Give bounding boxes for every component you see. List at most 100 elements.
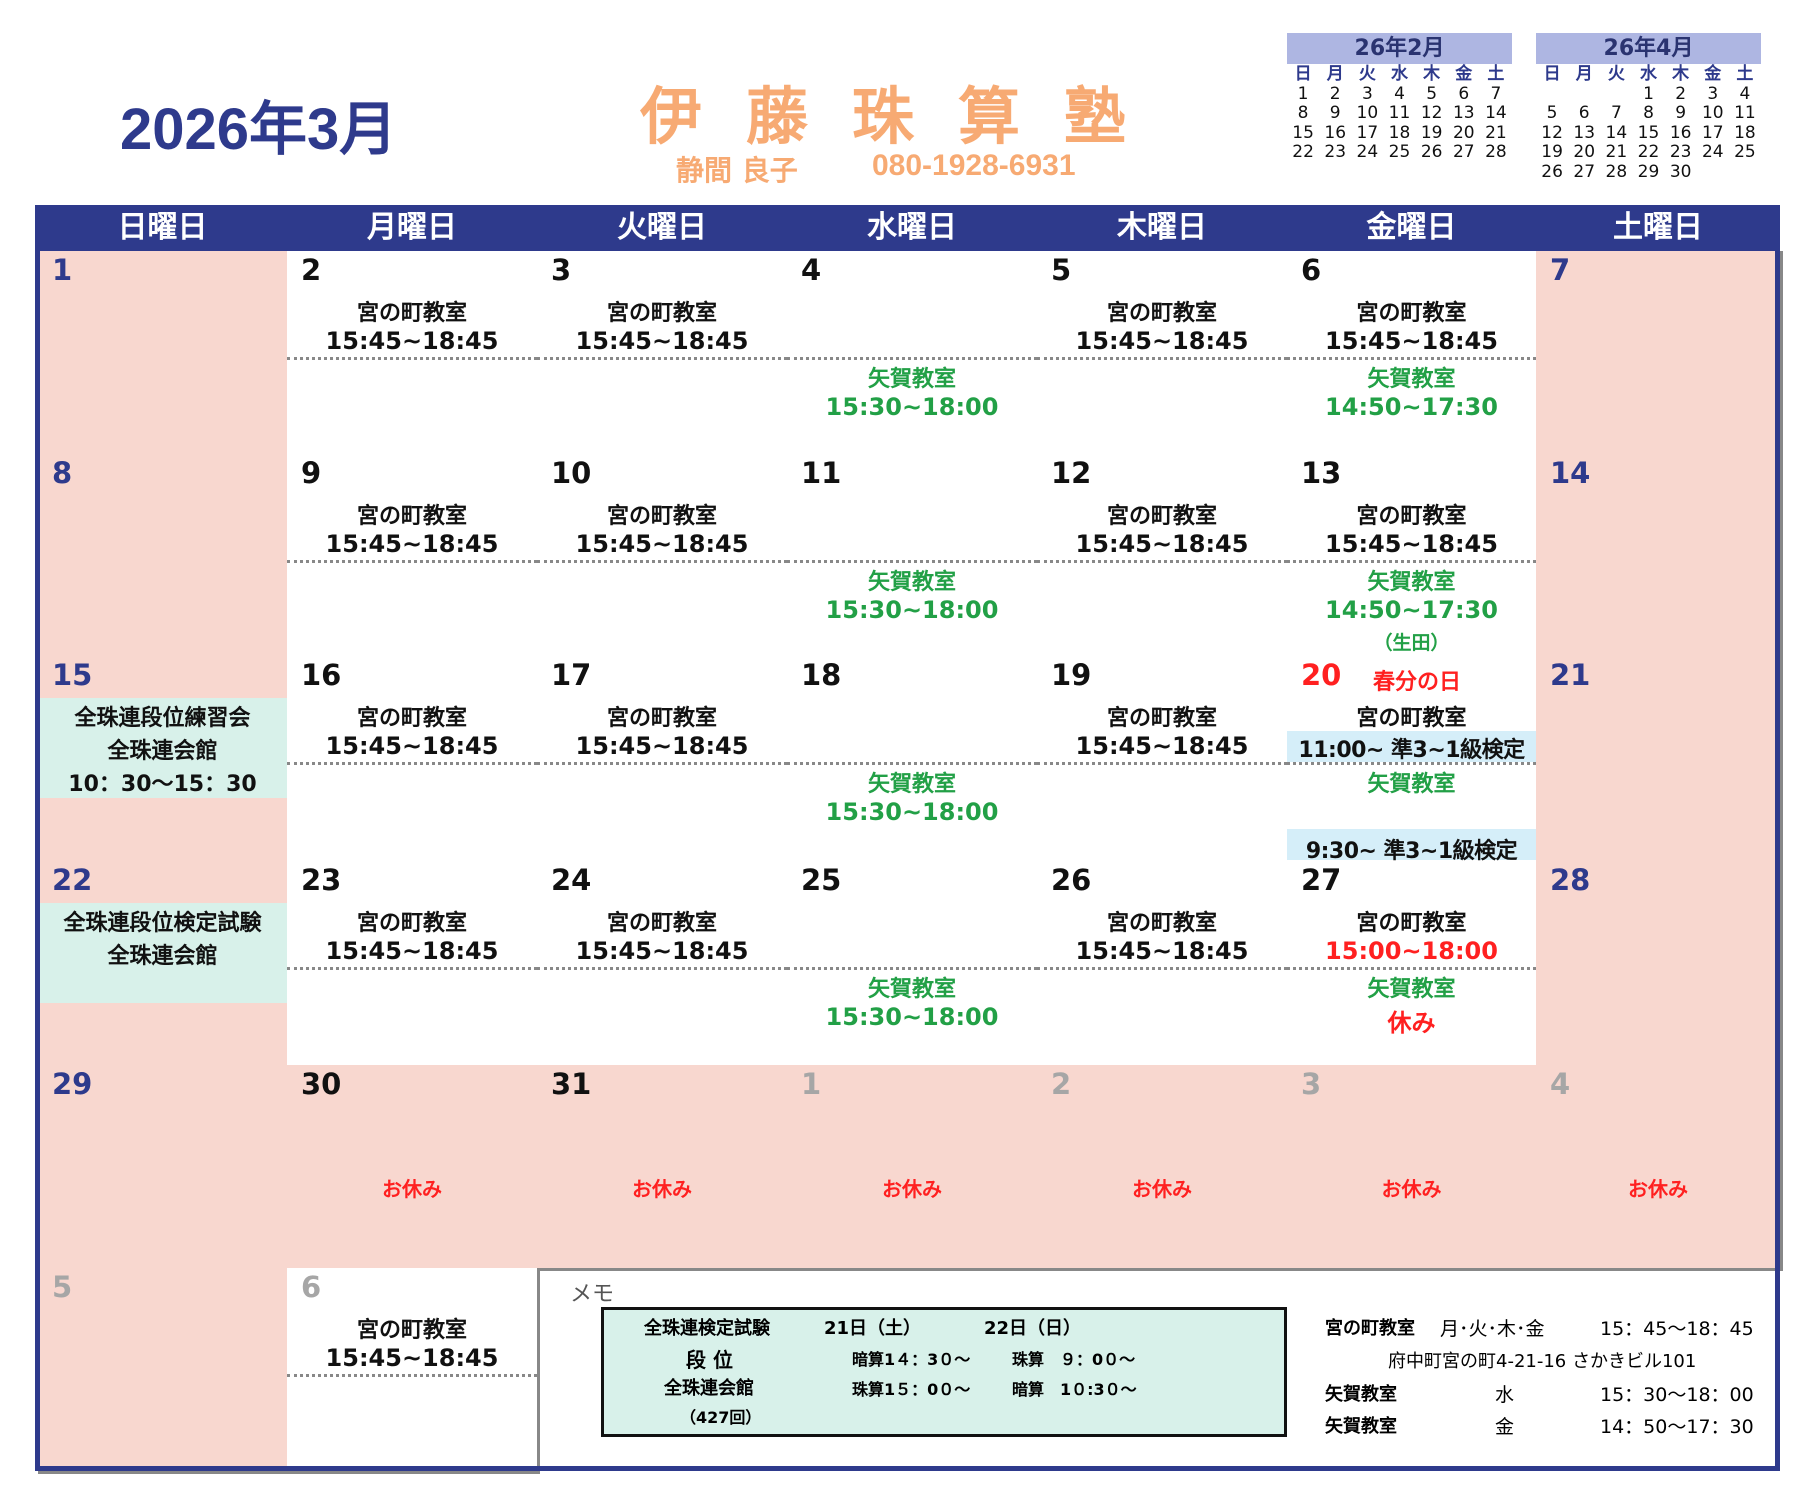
- day-cell[interactable]: 27 宮の町教室 15:00~18:00 矢賀教室 休み: [1287, 861, 1539, 1068]
- day-cell[interactable]: 30 お休み: [287, 1065, 540, 1271]
- day-cell[interactable]: 13 宮の町教室 15:45~18:45 矢賀教室 14:50~17:30 （生田）: [1287, 454, 1539, 659]
- day-cell[interactable]: 1: [38, 251, 290, 457]
- schedule-text: 9:30~ 準3~1級検定: [1305, 839, 1518, 864]
- mini-day: 13: [1452, 103, 1475, 124]
- day-number: 9: [301, 456, 322, 490]
- weekday-label: 金曜日: [1366, 210, 1457, 245]
- schedule-text: 宮の町教室: [606, 706, 717, 731]
- exam-day2: 22日（日）: [984, 1318, 1082, 1339]
- day-cell[interactable]: 28: [1536, 861, 1783, 1068]
- mini-day: 12: [1541, 122, 1563, 143]
- mini-day: 2: [1329, 83, 1341, 104]
- exam-day1-time-b: 珠算1５：0０〜: [852, 1380, 971, 1399]
- day-cell[interactable]: 29: [38, 1065, 290, 1271]
- day-number: 26: [1051, 863, 1092, 897]
- holiday-name: 春分の日: [1373, 670, 1462, 695]
- schedule-text: 宮の町教室: [356, 911, 467, 936]
- mini-day: 30: [1669, 161, 1692, 182]
- schedule-text: 15:45~18:45: [1075, 327, 1249, 355]
- info-days: 金: [1495, 1416, 1515, 1438]
- day-cell[interactable]: 21: [1536, 656, 1783, 864]
- day-cell[interactable]: 2 宮の町教室 15:45~18:45: [287, 251, 540, 457]
- divider: [537, 967, 787, 970]
- day-number: 11: [801, 456, 842, 490]
- mini-day: 1: [1297, 83, 1309, 104]
- day-number: 4: [1550, 1067, 1571, 1101]
- day-cell[interactable]: 25 矢賀教室 15:30~18:00: [787, 861, 1040, 1068]
- day-cell[interactable]: 1 お休み: [787, 1065, 1040, 1271]
- day-cell[interactable]: 18 矢賀教室 15:30~18:00: [787, 656, 1040, 864]
- day-number: 1: [52, 253, 73, 287]
- mini-day: 23: [1669, 142, 1692, 163]
- mini-day: 12: [1420, 103, 1443, 124]
- mini-weekday: 木: [1672, 64, 1690, 85]
- mini-weekday: 月: [1326, 64, 1344, 85]
- info-name: 矢賀教室: [1325, 1384, 1397, 1405]
- schedule-text: 15:45~18:45: [325, 732, 499, 760]
- divider: [287, 560, 537, 563]
- day-cell[interactable]: 5: [38, 1268, 290, 1474]
- schedule-text: 15:45~18:45: [325, 1344, 499, 1372]
- day-number: 28: [1550, 863, 1591, 897]
- day-cell[interactable]: 6 宮の町教室 15:45~18:45: [287, 1268, 540, 1474]
- divider: [787, 560, 1037, 563]
- day-number: 16: [301, 658, 342, 692]
- mini-day: 15: [1637, 122, 1660, 143]
- schedule-text: 宮の町教室: [356, 504, 467, 529]
- day-cell[interactable]: 19 宮の町教室 15:45~18:45: [1037, 656, 1290, 864]
- day-cell[interactable]: 12 宮の町教室 15:45~18:45: [1037, 454, 1290, 659]
- mini-day: 3: [1707, 83, 1719, 104]
- day-cell[interactable]: 全珠連段位練習会 全珠連会館 10：30〜15：30 15: [38, 656, 290, 864]
- day-cell[interactable]: 26 宮の町教室 15:45~18:45: [1037, 861, 1290, 1068]
- day-cell[interactable]: 17 宮の町教室 15:45~18:45: [537, 656, 790, 864]
- mini-calendar: 26年4月日月火水木金土 1 2 3 4 5 6 7 8 9 10 11 12 13 14 15 16 17 18 1…: [1536, 33, 1761, 182]
- mini-day: 28: [1485, 142, 1507, 163]
- schedule-text: 15:30~18:00: [825, 798, 999, 826]
- mini-day: 5: [1546, 103, 1558, 124]
- mini-calendar: 26年2月日月火水木金土 1 2 3 4 5 6 7 8 9 10 11 12 13 14 15 16 17 18 1…: [1287, 33, 1512, 163]
- day-number: 13: [1301, 456, 1342, 490]
- mini-day: 27: [1573, 161, 1596, 182]
- day-cell[interactable]: 31 お休み: [537, 1065, 790, 1271]
- mini-day: 23: [1324, 142, 1347, 163]
- schedule-text: 矢賀教室: [1367, 570, 1456, 595]
- day-cell[interactable]: 7: [1536, 251, 1783, 457]
- day-cell[interactable]: 5 宮の町教室 15:45~18:45: [1037, 251, 1290, 457]
- mini-day: 10: [1701, 103, 1724, 124]
- day-number: 3: [551, 253, 572, 287]
- day-cell[interactable]: 6 宮の町教室 15:45~18:45 矢賀教室 14:50~17:30: [1287, 251, 1539, 457]
- schedule-text: 矢賀教室: [867, 367, 956, 392]
- day-number: 15: [52, 658, 93, 692]
- divider: [1287, 357, 1536, 360]
- day-cell[interactable]: 9 宮の町教室 15:45~18:45: [287, 454, 540, 659]
- day-cell[interactable]: 2 お休み: [1037, 1065, 1290, 1271]
- day-number: 21: [1550, 658, 1591, 692]
- schedule-text: 14:50~17:30: [1325, 393, 1498, 421]
- mini-weekday: 木: [1423, 64, 1441, 85]
- mini-day: 15: [1292, 122, 1314, 143]
- info-name: 矢賀教室: [1325, 1416, 1397, 1437]
- day-cell[interactable]: 3 宮の町教室 15:45~18:45: [537, 251, 790, 457]
- day-cell[interactable]: 23 宮の町教室 15:45~18:45: [287, 861, 540, 1068]
- mini-day: 14: [1485, 103, 1507, 124]
- day-cell[interactable]: 3 お休み: [1287, 1065, 1539, 1271]
- mini-day: 9: [1329, 103, 1341, 124]
- mini-day: 10: [1356, 103, 1379, 124]
- divider: [287, 762, 537, 765]
- day-number: 6: [1301, 253, 1322, 287]
- schedule-text: 宮の町教室: [356, 1318, 467, 1343]
- closed-label: お休み: [882, 1177, 942, 1201]
- day-cell[interactable]: 4 お休み: [1536, 1065, 1783, 1271]
- day-cell[interactable]: 8: [38, 454, 290, 659]
- divider: [1037, 967, 1287, 970]
- exam-grade: 段 位: [686, 1348, 733, 1372]
- closed-label: お休み: [1381, 1177, 1442, 1201]
- day-cell[interactable]: 全珠連段位検定試験 全珠連会館 22: [38, 861, 290, 1068]
- schedule-text: 宮の町教室: [1106, 911, 1217, 936]
- mini-day: 21: [1605, 142, 1628, 163]
- day-cell[interactable]: 14: [1536, 454, 1783, 659]
- day-number: 10: [551, 456, 592, 490]
- divider: [537, 560, 787, 563]
- mini-day: 28: [1605, 161, 1628, 182]
- mini-day: 11: [1734, 103, 1756, 124]
